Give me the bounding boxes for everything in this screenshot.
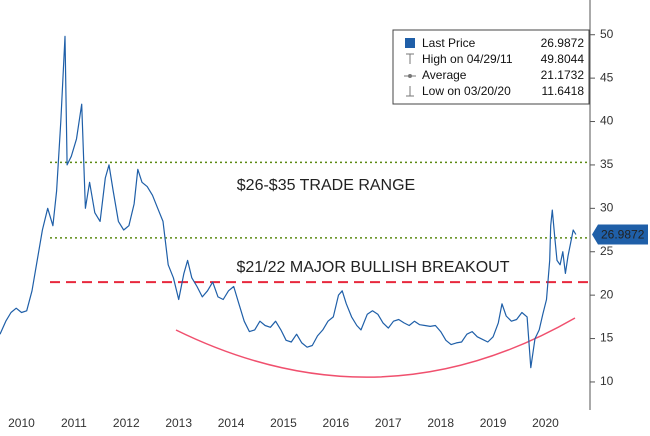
legend: Last Price 26.9872 High on 04/29/11 49.8… [392,29,590,105]
y-tick-label: 30 [600,201,614,215]
x-tick-label: 2012 [113,416,140,430]
x-tick-label: 2017 [375,416,402,430]
y-tick-label: 35 [600,157,614,171]
y-tick-label: 50 [600,27,614,41]
x-tick-label: 2016 [323,416,350,430]
last-price-label: 26.9872 [601,228,645,242]
legend-label: Last Price [422,36,476,50]
legend-icon [408,74,412,78]
x-tick-label: 2015 [270,416,297,430]
y-tick-label: 25 [600,244,614,258]
legend-value: 21.1732 [541,68,585,82]
y-tick-label: 40 [600,114,614,128]
legend-value: 26.9872 [541,36,585,50]
bottoming-curve [175,317,576,378]
x-tick-label: 2011 [61,416,87,430]
legend-swatch [405,38,415,48]
y-tick-label: 15 [600,331,614,345]
legend-value: 11.6418 [542,84,585,98]
x-tick-label: 2019 [480,416,507,430]
y-tick-label: 20 [600,287,614,301]
legend-icon [406,53,414,64]
legend-label: Low on 03/20/20 [422,84,511,98]
x-tick-label: 2018 [427,416,454,430]
legend-label: High on 04/29/11 [422,52,513,66]
price-line [0,35,577,369]
annotation: $26-$35 TRADE RANGE [237,177,415,194]
legend-value: 49.8044 [541,52,585,66]
legend-box [392,29,590,105]
x-tick-label: 2020 [532,416,559,430]
x-tick-label: 2013 [165,416,192,430]
y-tick-label: 10 [600,374,614,388]
x-tick-label: 2014 [218,416,245,430]
x-tick-label: 2010 [8,416,35,430]
legend-label: Average [422,68,467,82]
legend-icon [406,86,414,97]
last-price-tag [592,224,648,245]
annotation: $21/22 MAJOR BULLISH BREAKOUT [237,259,510,276]
y-tick-label: 45 [600,70,614,84]
